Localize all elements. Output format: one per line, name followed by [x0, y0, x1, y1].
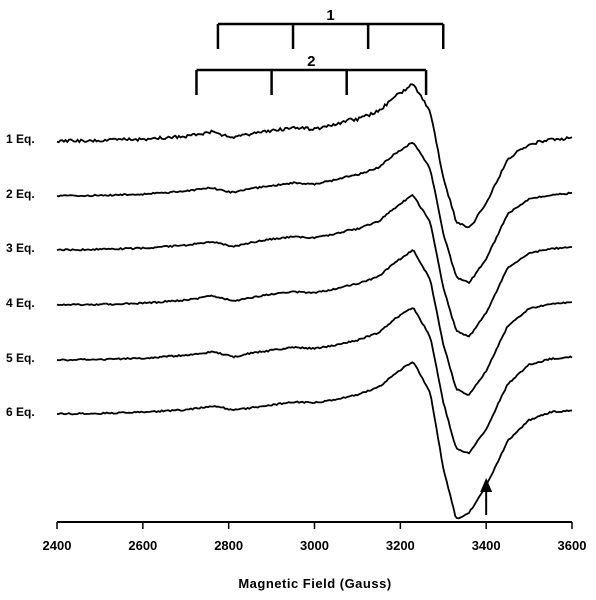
x-tick-label: 3600	[558, 538, 587, 553]
x-tick-label: 3200	[386, 538, 415, 553]
x-axis: 2400 2600 2800 3000 3200 3400 3600	[43, 521, 587, 553]
x-tick-label: 2600	[128, 538, 157, 553]
x-tick-label: 3400	[472, 538, 501, 553]
series-label: 2 Eq.	[6, 187, 35, 201]
spectra-traces: 1 Eq. 2 Eq. 3 Eq. 4 Eq. 5 Eq. 6 Eq.	[6, 83, 573, 520]
series-label: 5 Eq.	[6, 351, 35, 365]
marker-label: 2	[307, 53, 315, 70]
spectrum-trace	[56, 307, 573, 455]
x-axis-label: Magnetic Field (Gauss)	[238, 576, 391, 591]
series-label: 4 Eq.	[6, 296, 35, 310]
series-label: 1 Eq.	[6, 132, 35, 146]
series-label: 3 Eq.	[6, 241, 35, 255]
marker-label: 1	[326, 7, 334, 24]
spectrum-trace	[56, 193, 572, 338]
spectrum-trace	[56, 249, 573, 396]
series-label: 6 Eq.	[6, 405, 35, 419]
spectrum-trace	[56, 83, 573, 229]
arrow-head	[480, 478, 493, 492]
x-tick-label: 3000	[300, 538, 329, 553]
x-tick-label: 2400	[43, 538, 72, 553]
spectrum-trace	[56, 142, 573, 285]
hyperfine-markers: 12	[195, 7, 445, 95]
x-tick-label: 2800	[214, 538, 243, 553]
arrow-annotation	[480, 478, 493, 515]
spectrum-trace	[57, 361, 573, 520]
